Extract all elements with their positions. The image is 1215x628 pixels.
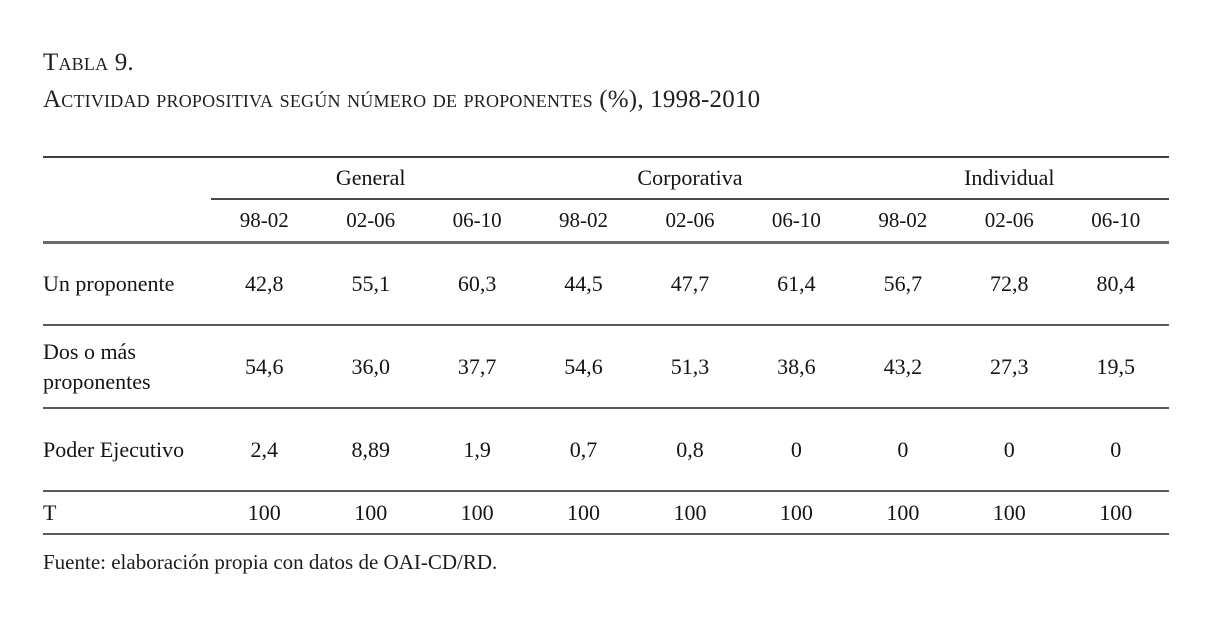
value-cell: 100 — [849, 491, 957, 535]
period-header: 02-06 — [636, 199, 744, 244]
value-cell: 44,5 — [530, 242, 637, 326]
value-cell: 100 — [636, 491, 744, 535]
group-header-row: General Corporativa Individual — [43, 156, 1169, 200]
corner-cell — [43, 156, 212, 199]
period-header: 98-02 — [530, 199, 637, 244]
value-cell: 2,4 — [211, 408, 318, 492]
value-cell: 100 — [530, 491, 637, 535]
value-cell: 100 — [743, 491, 850, 535]
period-header: 98-02 — [849, 199, 957, 244]
table-title: Actividad propositiva según número de pr… — [43, 86, 761, 113]
value-cell: 38,6 — [743, 325, 850, 409]
value-cell: 27,3 — [956, 325, 1063, 409]
table-row-total: T 100 100 100 100 100 100 100 100 100 — [43, 491, 1169, 535]
value-cell: 0 — [743, 408, 850, 492]
source-note: Fuente: elaboración propia con datos de … — [43, 550, 498, 574]
period-header: 06-10 — [423, 199, 531, 244]
value-cell: 0 — [956, 408, 1063, 492]
value-cell: 55,1 — [317, 242, 424, 326]
value-cell: 8,89 — [317, 408, 424, 492]
value-cell: 47,7 — [636, 242, 744, 326]
value-cell: 100 — [1062, 491, 1169, 535]
value-cell: 0,7 — [530, 408, 637, 492]
group-header-individual: Individual — [849, 156, 1169, 200]
value-cell: 0 — [849, 408, 957, 492]
value-cell: 61,4 — [743, 242, 850, 326]
value-cell: 1,9 — [423, 408, 531, 492]
corner-cell — [43, 199, 212, 244]
value-cell: 56,7 — [849, 242, 957, 326]
value-cell: 100 — [423, 491, 531, 535]
group-header-corporativa: Corporativa — [530, 156, 850, 200]
table-number: Tabla 9. — [43, 49, 134, 76]
period-header: 02-06 — [956, 199, 1063, 244]
period-header: 06-10 — [743, 199, 850, 244]
period-header: 02-06 — [317, 199, 424, 244]
period-header: 98-02 — [211, 199, 318, 244]
value-cell: 80,4 — [1062, 242, 1169, 326]
row-label: Dos o más proponentes — [43, 325, 212, 409]
value-cell: 54,6 — [211, 325, 318, 409]
value-cell: 72,8 — [956, 242, 1063, 326]
value-cell: 36,0 — [317, 325, 424, 409]
value-cell: 37,7 — [423, 325, 531, 409]
value-cell: 0 — [1062, 408, 1169, 492]
row-label: T — [43, 491, 212, 535]
value-cell: 19,5 — [1062, 325, 1169, 409]
data-table: General Corporativa Individual 98-02 02-… — [43, 156, 1169, 535]
value-cell: 100 — [211, 491, 318, 535]
group-header-general: General — [211, 156, 531, 200]
value-cell: 0,8 — [636, 408, 744, 492]
value-cell: 100 — [956, 491, 1063, 535]
table-caption: Tabla 9. Actividad propositiva según núm… — [43, 44, 760, 118]
value-cell: 43,2 — [849, 325, 957, 409]
value-cell: 60,3 — [423, 242, 531, 326]
value-cell: 54,6 — [530, 325, 637, 409]
table-row-un-proponente: Un proponente 42,8 55,1 60,3 44,5 47,7 6… — [43, 242, 1169, 326]
table-row-dos-o-mas: Dos o más proponentes 54,6 36,0 37,7 54,… — [43, 325, 1169, 409]
table-row-poder-ejecutivo: Poder Ejecutivo 2,4 8,89 1,9 0,7 0,8 0 0… — [43, 408, 1169, 492]
period-header: 06-10 — [1062, 199, 1169, 244]
value-cell: 51,3 — [636, 325, 744, 409]
value-cell: 100 — [317, 491, 424, 535]
period-header-row: 98-02 02-06 06-10 98-02 02-06 06-10 98-0… — [43, 199, 1169, 244]
row-label: Poder Ejecutivo — [43, 408, 212, 492]
row-label: Un proponente — [43, 242, 212, 326]
value-cell: 42,8 — [211, 242, 318, 326]
